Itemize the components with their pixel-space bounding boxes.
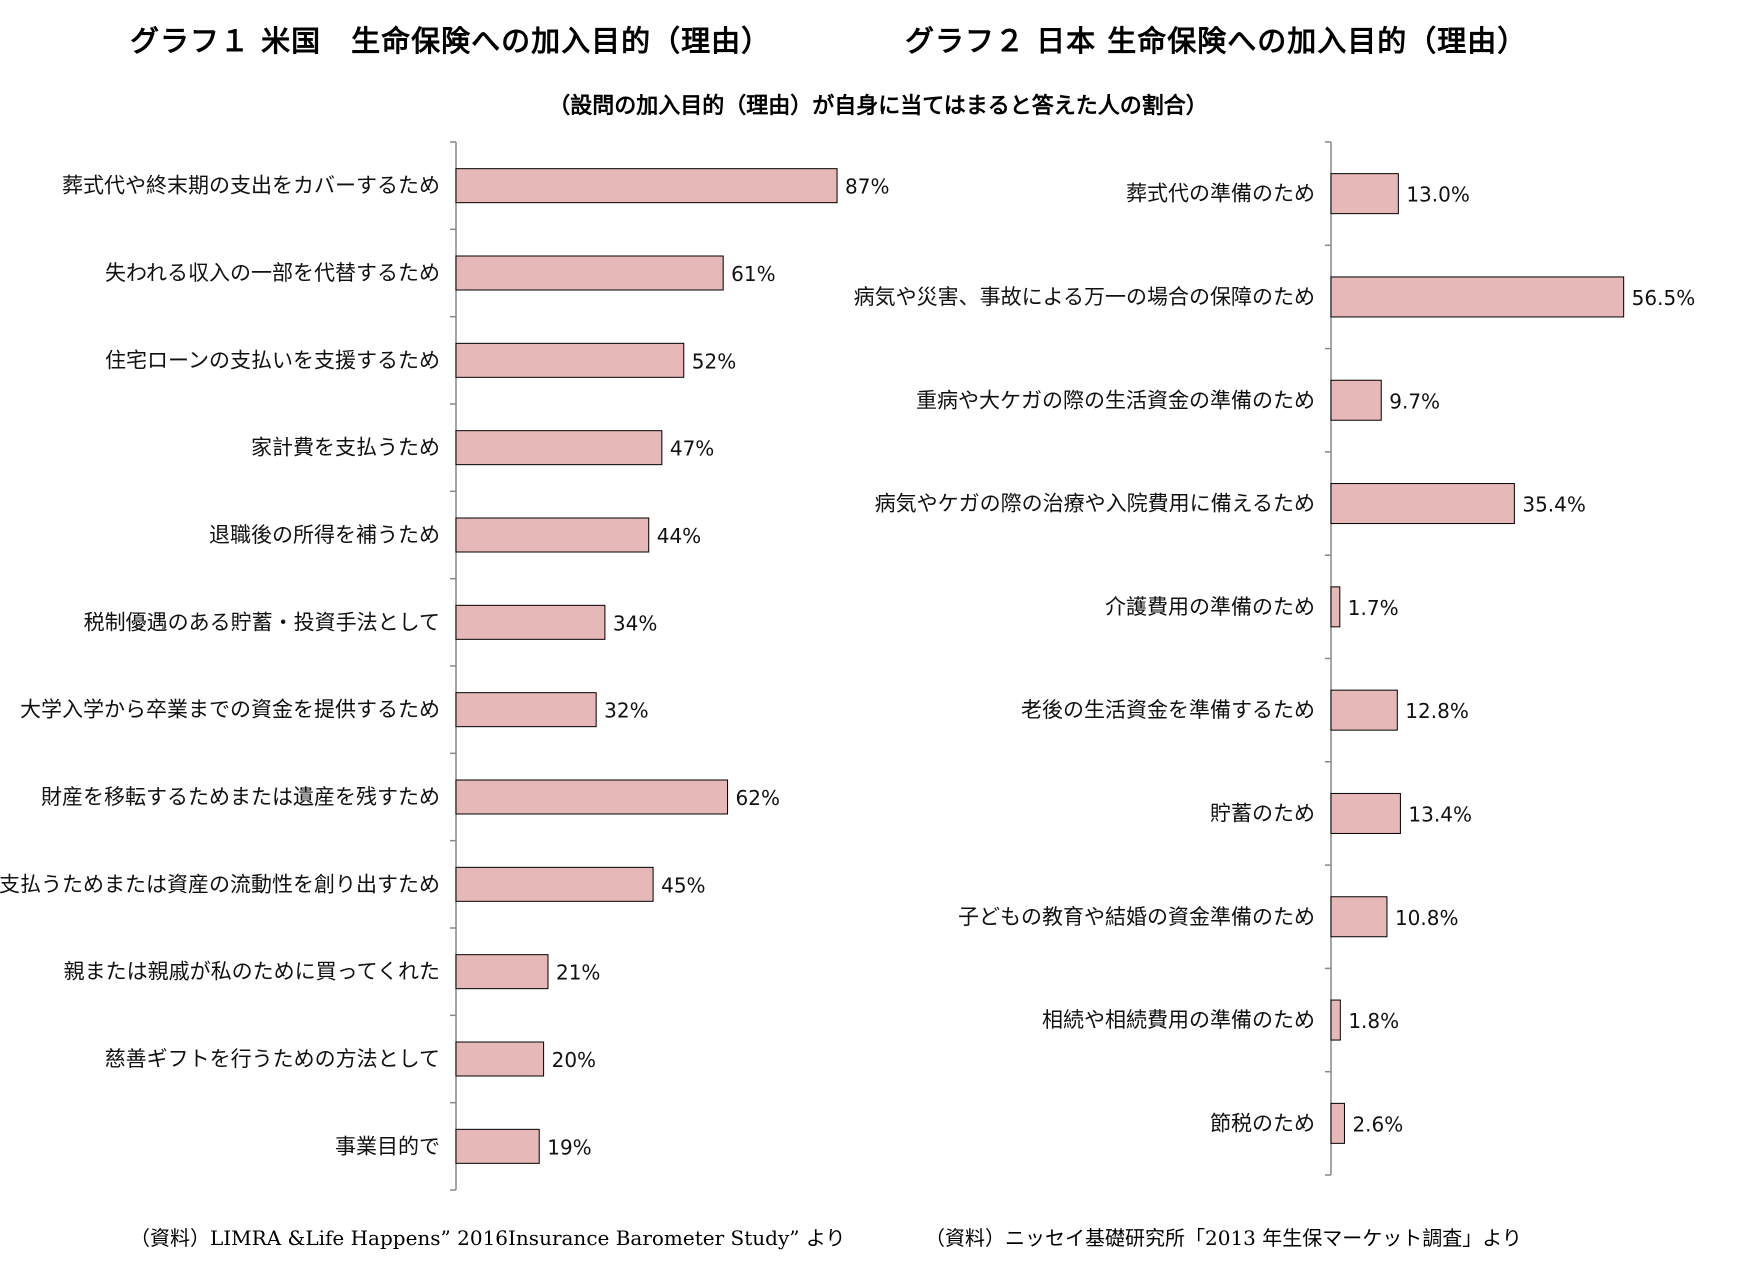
us-value-label: 45% — [661, 873, 705, 897]
us-category-label: 財産を移転するためまたは遺産を残すため — [41, 785, 440, 809]
jp-category-label: 老後の生活資金を準備するため — [1021, 698, 1315, 722]
us-value-label: 20% — [552, 1048, 596, 1072]
jp-value-label: 13.4% — [1408, 802, 1472, 826]
us-value-label: 87% — [845, 175, 889, 199]
jp-value-label: 12.8% — [1405, 699, 1469, 723]
us-category-label: 慈善ギフトを行うための方法として — [105, 1047, 440, 1071]
graph2-source-note: （資料）ニッセイ基礎研究所「2013 年生保マーケット調査」より — [925, 1226, 1522, 1250]
us-bar — [455, 255, 724, 291]
jp-bar — [1330, 586, 1341, 628]
graph1-title: グラフ１ 米国 生命保険への加入目的（理由） — [130, 24, 772, 58]
us-bar — [455, 1041, 545, 1077]
jp-category-label: 貯蓄のため — [1210, 801, 1315, 825]
jp-value-label: 2.6% — [1352, 1112, 1403, 1136]
us-bar — [455, 168, 838, 204]
jp-bar — [1330, 999, 1341, 1041]
jp-value-label: 13.0% — [1406, 183, 1470, 207]
jp-bar — [1330, 689, 1398, 731]
us-bar — [455, 342, 685, 378]
us-value-label: 52% — [692, 349, 736, 373]
jp-bar-chart: 葬式代の準備のため 13.0% 病気や災害、事故による万一の場合の保障のため 56.5… — [854, 141, 1696, 1176]
jp-category-label: 子どもの教育や結婚の資金準備のため — [958, 905, 1315, 929]
us-value-label: 61% — [731, 262, 775, 286]
us-value-label: 44% — [657, 524, 701, 548]
us-value-label: 21% — [556, 961, 600, 985]
jp-category-label: 病気やケガの際の治療や入院費用に備えるため — [875, 492, 1315, 516]
jp-bar — [1330, 792, 1401, 834]
jp-value-label: 56.5% — [1632, 286, 1696, 310]
us-category-label: 事業目的で — [335, 1134, 440, 1158]
jp-category-label: 介護費用の準備のため — [1105, 595, 1315, 619]
graph2-title: グラフ２ 日本 生命保険への加入目的（理由） — [905, 24, 1528, 58]
jp-category-label: 相続や相続費用の準備のため — [1042, 1008, 1315, 1032]
jp-category-label: 節税のため — [1210, 1111, 1315, 1135]
us-value-label: 19% — [547, 1135, 591, 1159]
graph1-source-note: （資料）LIMRA &Life Happens” 2016Insurance B… — [130, 1226, 846, 1250]
us-category-label: 住宅ローンの支払いを支援するため — [105, 348, 440, 372]
us-bar — [455, 517, 650, 553]
jp-bar — [1330, 483, 1515, 525]
us-bar — [455, 866, 654, 902]
us-category-label: 資産税を支払うためまたは資産の流動性を創り出すため — [0, 872, 440, 896]
us-bar — [455, 604, 606, 640]
us-category-label: 親または親戚が私のために買ってくれた — [64, 960, 440, 984]
jp-bar — [1330, 173, 1399, 215]
us-bar — [455, 1128, 540, 1164]
us-bar — [455, 430, 663, 466]
jp-bar — [1330, 379, 1382, 421]
jp-category-label: 病気や災害、事故による万一の場合の保障のため — [854, 285, 1315, 309]
us-category-label: 失われる収入の一部を代替するため — [105, 261, 440, 285]
us-category-label: 家計費を支払うため — [251, 436, 440, 460]
us-value-label: 32% — [604, 699, 648, 723]
jp-value-label: 1.7% — [1348, 596, 1399, 620]
jp-value-label: 1.8% — [1348, 1009, 1399, 1033]
jp-value-label: 9.7% — [1389, 389, 1440, 413]
us-bar — [455, 954, 549, 990]
us-value-label: 34% — [613, 611, 657, 635]
us-category-label: 大学入学から卒業までの資金を提供するため — [20, 698, 440, 722]
us-value-label: 62% — [736, 786, 780, 810]
us-category-label: 税制優遇のある貯蓄・投資手法として — [84, 610, 440, 634]
jp-value-label: 10.8% — [1395, 906, 1459, 930]
jp-category-label: 葬式代の準備のため — [1126, 182, 1315, 206]
jp-category-label: 重病や大ケガの際の生活資金の準備のため — [916, 388, 1315, 412]
us-category-label: 退職後の所得を補うため — [209, 523, 440, 547]
us-bar — [455, 779, 729, 815]
jp-value-label: 35.4% — [1522, 493, 1586, 517]
us-value-label: 47% — [670, 437, 714, 461]
jp-bar — [1330, 276, 1625, 318]
subtitle: （設問の加入目的（理由）が自身に当てはまると答えた人の割合） — [548, 94, 1208, 119]
jp-bar — [1330, 1102, 1345, 1144]
jp-bar — [1330, 896, 1388, 938]
us-category-label: 葬式代や終末期の支出をカバーするため — [62, 174, 440, 198]
us-bar-chart: 葬式代や終末期の支出をカバーするため 87% 失われる収入の一部を代替するため 61%… — [0, 141, 890, 1191]
us-bar — [455, 692, 597, 728]
